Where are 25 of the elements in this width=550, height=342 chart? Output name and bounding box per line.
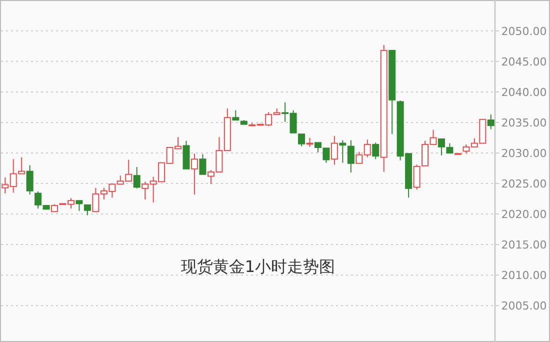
candlestick: [330, 135, 338, 166]
y-tick-label: 2045.00: [501, 55, 547, 68]
y-tick-label: 2040.00: [501, 86, 547, 99]
candlestick: [190, 153, 198, 195]
y-tick-label: 2050.00: [501, 24, 547, 38]
candlestick: [76, 200, 83, 212]
candlestick: [347, 140, 354, 174]
candlestick: [199, 154, 206, 175]
y-tick-label: 2005.00: [501, 300, 547, 313]
y-tick-label: 2015.00: [501, 238, 547, 252]
candlestick: [182, 140, 190, 170]
candlestick: [84, 204, 91, 216]
y-tick-label: 2025.00: [501, 178, 547, 191]
text: 现货黄金1小时走势图: [180, 257, 336, 276]
candlestick: [133, 166, 140, 189]
candlestick: [298, 134, 306, 147]
candlestick: [372, 142, 380, 160]
y-tick-label: 2010.00: [501, 269, 547, 282]
candlestick: [306, 137, 314, 148]
y-tick-label: 2020.00: [501, 208, 547, 222]
candlestick: [232, 110, 240, 121]
candlestick: [339, 140, 346, 164]
y-tick-label: 2030.00: [501, 146, 547, 160]
candlestick: [26, 164, 34, 195]
y-tick-label: 2035.00: [501, 116, 547, 130]
